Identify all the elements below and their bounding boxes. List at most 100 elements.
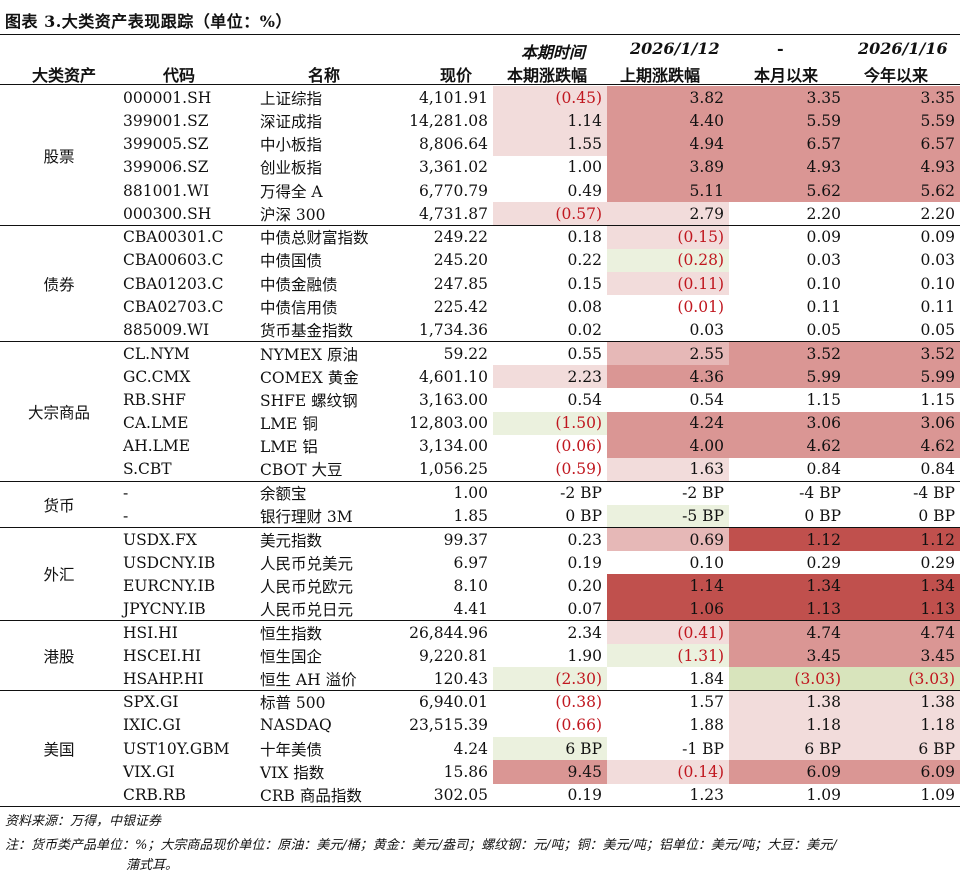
code-cell: AH.LME <box>123 437 191 456</box>
name-cell: 十年美债 <box>260 740 323 759</box>
ytd-change-cell: 3.45 <box>846 644 960 668</box>
header-prev-date: 2026/1/12 <box>630 39 720 58</box>
table-row: USDCNY.IB 人民币兑美元 6.97 0.19 0.10 0.29 0.29 <box>0 551 960 574</box>
mtd-change-cell: 3.35 <box>729 86 846 110</box>
mtd-change-cell: 0.29 <box>806 553 841 572</box>
code-cell: HSCEI.HI <box>123 646 201 665</box>
header-mtd: 本月以来 <box>754 66 819 85</box>
ytd-change-cell: 0.05 <box>920 320 955 339</box>
mtd-change-cell: (3.03) <box>729 667 846 691</box>
header-current-change: 本期涨跌幅 <box>507 66 588 85</box>
ytd-change-cell: 5.99 <box>846 365 960 389</box>
table-row: CA.LME LME 铜 12,803.00 (1.50) 4.24 3.06 3.06 <box>0 411 960 435</box>
name-cell: NYMEX 原油 <box>255 341 402 365</box>
mtd-change-cell: 0.03 <box>806 251 841 270</box>
prev-change-cell: 4.00 <box>607 434 729 458</box>
name-cell: 标普 500 <box>255 689 402 714</box>
asset-group-label: 货币 <box>0 480 118 528</box>
table-row: 港股 HSI.HI 恒生指数 26,844.96 2.34 (0.41) 4.74 4.74 <box>0 620 960 691</box>
code-cell: HSAHP.HI <box>123 669 204 688</box>
prev-change-cell: 0.03 <box>689 320 724 339</box>
mtd-change-cell: 0.09 <box>729 224 846 249</box>
prev-change-cell: 0.69 <box>607 527 729 551</box>
table-row: 399001.SZ 深证成指 14,281.08 1.14 4.40 5.59 5.59 <box>0 109 960 133</box>
price-cell: 4.41 <box>453 599 488 618</box>
price-cell: 6,940.01 <box>402 689 493 714</box>
cur-change-cell: 0.22 <box>567 251 602 270</box>
cur-change-cell: (0.59) <box>555 460 602 479</box>
ytd-change-cell: 6.57 <box>846 132 960 156</box>
price-cell: 247.85 <box>433 274 488 293</box>
prev-change-cell: (0.15) <box>607 224 729 249</box>
code-cell: HSI.HI <box>118 620 255 644</box>
mtd-change-cell: 1.15 <box>806 390 841 409</box>
code-cell: 399005.SZ <box>123 135 209 154</box>
name-cell: 人民币兑美元 <box>260 554 354 573</box>
prev-change-cell: -1 BP <box>682 739 724 758</box>
code-cell: CRB.RB <box>123 786 186 805</box>
price-cell: 120.43 <box>433 669 488 688</box>
cur-change-cell: 0.23 <box>493 527 607 551</box>
mtd-change-cell: 1.13 <box>729 597 846 621</box>
cur-change-cell: 0.49 <box>567 181 602 200</box>
table-row: CBA02703.C 中债信用债 225.42 0.08 (0.01) 0.11 0.11 <box>0 295 960 318</box>
asset-table: 股票 000001.SH 上证综指 4,101.91 (0.45) 3.82 3.35 3.3… <box>0 86 960 807</box>
prev-change-cell: 1.63 <box>607 458 729 482</box>
ytd-change-cell: 1.13 <box>846 597 960 621</box>
ytd-change-cell: 0.09 <box>846 224 960 249</box>
ytd-change-cell: 3.52 <box>846 341 960 365</box>
price-cell: 3,361.02 <box>418 158 488 177</box>
ytd-change-cell: 1.09 <box>920 786 955 805</box>
mtd-change-cell: 5.99 <box>729 365 846 389</box>
prev-change-cell: 4.24 <box>607 411 729 435</box>
mtd-change-cell: 1.12 <box>729 527 846 551</box>
header-asset-class: 大类资产 <box>32 66 97 85</box>
cur-change-cell: 0.18 <box>493 224 607 249</box>
price-cell: 249.22 <box>402 224 493 249</box>
code-cell: 000001.SH <box>123 88 212 107</box>
table-title: 图表 3.大类资产表现跟踪（单位：%） <box>5 12 292 31</box>
cur-change-cell: 0.20 <box>567 576 602 595</box>
price-cell: 3,163.00 <box>418 390 488 409</box>
header-price: 现价 <box>440 66 473 85</box>
table-row: 股票 000001.SH 上证综指 4,101.91 (0.45) 3.82 3.35 3.3… <box>0 86 960 166</box>
name-cell: 人民币兑日元 <box>260 600 354 619</box>
cur-change-cell: (0.38) <box>493 689 607 714</box>
mtd-change-cell: 1.38 <box>729 689 846 714</box>
name-cell: COMEX 黄金 <box>260 368 359 387</box>
code-cell: CBA01203.C <box>123 274 224 293</box>
prev-change-cell: (0.14) <box>607 760 729 784</box>
table-row: 债券 CBA00301.C 中债总财富指数 249.22 0.18 (0.15) 0.09 0… <box>0 224 960 342</box>
name-cell: 中小板指 <box>260 136 323 155</box>
cur-change-cell: (0.66) <box>555 716 602 735</box>
mtd-change-cell: 1.09 <box>806 786 841 805</box>
cur-change-cell: 0 BP <box>565 506 602 525</box>
footnote-line-2: 蒲式耳。 <box>126 858 179 873</box>
price-cell: 15.86 <box>443 762 488 781</box>
code-cell: CBA02703.C <box>123 297 224 316</box>
ytd-change-cell: 1.15 <box>920 390 955 409</box>
code-cell: RB.SHF <box>123 390 186 409</box>
code-cell: CL.NYM <box>118 341 255 365</box>
name-cell: 恒生 AH 溢价 <box>260 670 357 689</box>
name-cell: 沪深 300 <box>260 205 326 224</box>
mtd-change-cell: 1.34 <box>729 574 846 598</box>
code-cell: - <box>118 480 255 505</box>
prev-change-cell: 1.14 <box>607 574 729 598</box>
name-cell: CRB 商品指数 <box>260 787 362 806</box>
header-ytd-date: 2026/1/16 <box>858 39 948 58</box>
table-row: VIX.GI VIX 指数 15.86 9.45 (0.14) 6.09 6.09 <box>0 760 960 784</box>
table-row: 399005.SZ 中小板指 8,806.64 1.55 4.94 6.57 6.57 <box>0 132 960 156</box>
cur-change-cell: 0.02 <box>567 320 602 339</box>
prev-change-cell: (0.28) <box>607 248 729 272</box>
price-cell: 302.05 <box>433 786 488 805</box>
mtd-change-cell: 2.20 <box>806 204 841 223</box>
code-cell: UST10Y.GBM <box>123 739 230 758</box>
name-cell: 中债金融债 <box>260 275 338 294</box>
mtd-change-cell: 6.57 <box>729 132 846 156</box>
table-row: S.CBT CBOT 大豆 1,056.25 (0.59) 1.63 0.84 0.84 <box>0 458 960 482</box>
ytd-change-cell: 4.74 <box>846 620 960 644</box>
mtd-change-cell: 4.62 <box>729 434 846 458</box>
price-cell: 59.22 <box>402 341 493 365</box>
code-cell: CBA00301.C <box>118 224 255 249</box>
